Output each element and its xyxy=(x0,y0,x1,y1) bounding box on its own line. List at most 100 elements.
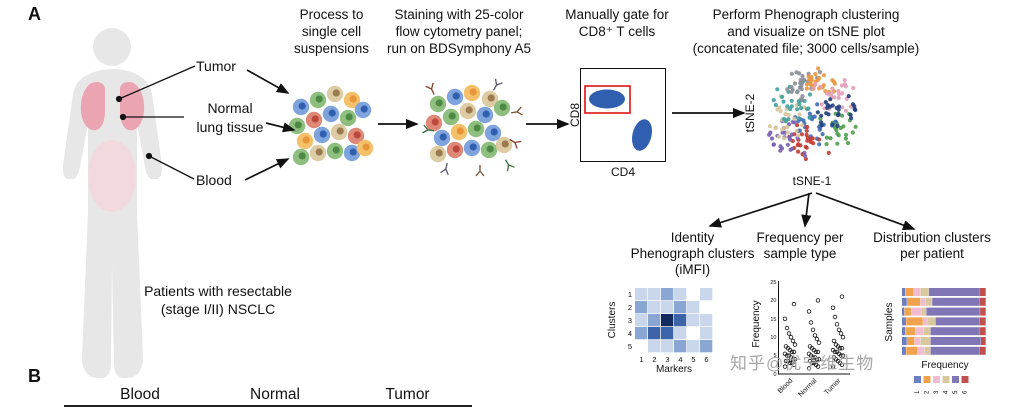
tsne-ylabel: tSNE-2 xyxy=(743,93,757,133)
cell-icon xyxy=(313,126,331,144)
heatmap-col-tick: 3 xyxy=(665,355,670,364)
cell-icon xyxy=(326,142,344,160)
cell-icon xyxy=(354,101,372,119)
dotplot-ytick: 20 xyxy=(770,298,776,304)
cell-icon xyxy=(463,139,481,157)
step-staining-label: Staining with 25-color flow cytometry pa… xyxy=(386,7,532,56)
legend-number: 6 xyxy=(963,390,969,394)
legend-swatch xyxy=(942,376,950,383)
cell-icon xyxy=(322,105,340,123)
cell-icon xyxy=(493,99,511,117)
antibody-icon xyxy=(510,106,523,116)
heatmap-col-ticks: 1 2 3 4 5 6 xyxy=(635,355,713,364)
body-torso xyxy=(63,69,162,378)
antibody-icon xyxy=(509,138,522,149)
cell-icon xyxy=(484,124,502,142)
heatmap-row-tick: 2 xyxy=(627,303,632,312)
panel-a-label: A xyxy=(28,4,41,24)
cd8-population-blob xyxy=(589,89,625,109)
cell-icon xyxy=(326,85,344,103)
legend-swatch xyxy=(933,376,940,383)
cell-icon xyxy=(429,145,447,163)
heatmap-row-tick: 5 xyxy=(627,342,632,351)
cell-icon xyxy=(343,144,361,162)
tumor-label: Tumor xyxy=(196,58,236,74)
cell-icon xyxy=(292,148,310,166)
cell-icon xyxy=(339,109,357,127)
heatmap-row-ticks: 1 2 3 4 5 xyxy=(622,288,632,353)
gating-plot: CD8 CD4 xyxy=(556,64,678,184)
cell-icon xyxy=(425,114,443,132)
cell-icon xyxy=(433,129,451,147)
heatmap-row-tick: 4 xyxy=(627,329,632,338)
dotplot-xtick: Blood xyxy=(777,377,795,395)
dotplot-ytick: 10 xyxy=(770,335,776,341)
patient-body-illustration xyxy=(63,28,162,378)
table-header-tumor: Tumor xyxy=(385,386,430,403)
cell-icon xyxy=(309,91,327,109)
dotplot-xtick: Tumor xyxy=(823,377,843,397)
panel-b-label: B xyxy=(28,366,41,386)
table-header-normal: Normal xyxy=(250,386,300,403)
heatmap-col-tick: 5 xyxy=(691,355,696,364)
heatmap-col-tick: 2 xyxy=(652,355,657,364)
cell-icon xyxy=(467,120,485,138)
heatmap-row-tick: 1 xyxy=(627,290,632,299)
gating-plot-frame xyxy=(580,68,666,162)
cd8-gate-rectangle xyxy=(584,85,631,114)
analysis-distribution-label: Distribution clusters per patient xyxy=(873,230,991,261)
table-header-rule xyxy=(64,405,472,407)
heatmap-xlabel: Markers xyxy=(655,364,693,375)
imfi-heatmap: Clusters 1 2 3 4 5 1 2 3 4 5 6 Markers xyxy=(600,284,730,394)
gating-plot-xlabel: CD4 xyxy=(610,165,635,179)
cell-icon xyxy=(309,144,327,162)
watermark: 知乎@优宁维生物 xyxy=(730,354,875,373)
cell-icon xyxy=(480,141,498,159)
cell-icon xyxy=(476,106,494,124)
legend-swatch xyxy=(923,376,931,383)
heatmap-row-tick: 3 xyxy=(627,316,632,325)
table-header-blood: Blood xyxy=(120,386,160,403)
single-cell-suspension-illustration xyxy=(288,85,374,166)
antibody-icon xyxy=(492,78,503,91)
heatmap-col-tick: 1 xyxy=(639,355,644,364)
legend-swatch xyxy=(914,376,921,383)
legend-number: 1 xyxy=(915,390,921,394)
right-lung xyxy=(80,82,105,131)
cell-icon xyxy=(450,123,468,141)
heatmap-col-tick: 4 xyxy=(678,355,683,364)
heatmap-ylabel: Clusters xyxy=(607,301,618,339)
dotplot-ytick: 0 xyxy=(773,372,776,378)
antibody-icon xyxy=(475,165,485,177)
antibody-icon xyxy=(425,82,435,95)
cell-icon xyxy=(296,132,314,150)
heatmap-grid xyxy=(635,288,713,353)
cell-icon xyxy=(288,117,306,135)
cell-icon xyxy=(463,84,481,102)
stained-cells-illustration xyxy=(422,78,523,177)
heatmap-cells xyxy=(635,288,713,353)
legend-swatch xyxy=(952,376,959,383)
distribution-bars xyxy=(902,288,986,355)
antibody-icon xyxy=(440,163,449,176)
dotplot-ytick: 25 xyxy=(770,280,776,286)
step-clustering-label: Perform Phenograph clustering and visual… xyxy=(692,7,920,56)
patient-caption: Patients with resectable (stage I/II) NS… xyxy=(144,283,292,317)
cell-icon xyxy=(495,136,513,154)
blood-label: Blood xyxy=(196,172,232,188)
cell-icon xyxy=(330,123,348,141)
cell-icon xyxy=(442,108,460,126)
analysis-imfi-label: Identity Phenograph clusters (iMFI) xyxy=(630,230,755,277)
step-gating-label: Manually gate for CD8⁺ T cells xyxy=(565,7,669,39)
cell-icon xyxy=(292,98,310,116)
step-process-label: Process to single cell suspensions xyxy=(293,7,370,56)
cell-icon xyxy=(459,102,477,120)
dotplot-ytick: 15 xyxy=(770,317,776,323)
tsne-canvas xyxy=(767,66,858,162)
tsne-plot: tSNE-2 tSNE-1 xyxy=(738,56,888,196)
dotplot-ytick: 5 xyxy=(773,353,776,359)
tsne-xlabel: tSNE-1 xyxy=(792,174,832,188)
legend-number: 5 xyxy=(953,390,959,394)
legend-number: 2 xyxy=(925,390,931,394)
